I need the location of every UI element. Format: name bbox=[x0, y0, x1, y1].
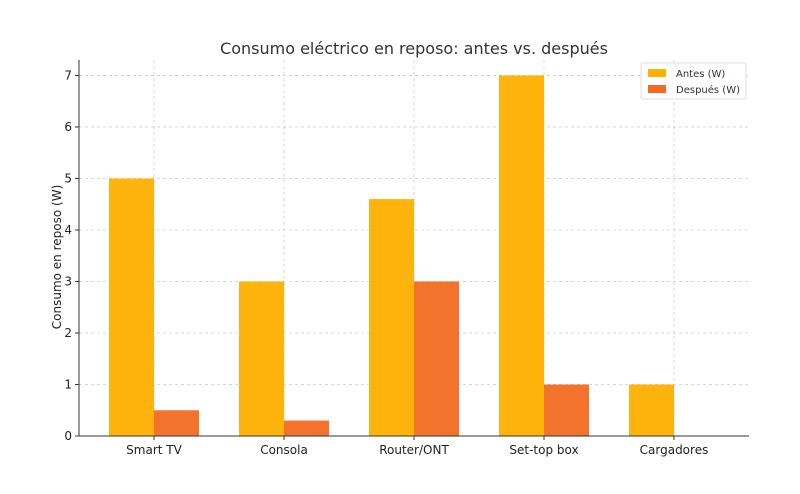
y-tick-label: 2 bbox=[64, 326, 72, 340]
legend-swatch-antes bbox=[648, 69, 666, 77]
bar-antes-2 bbox=[369, 199, 414, 436]
y-tick-label: 4 bbox=[64, 223, 72, 237]
chart-title: Consumo eléctrico en reposo: antes vs. d… bbox=[220, 39, 608, 58]
ticks: 0 1 2 3 4 5 6 7 Smart TV Consola Router/ONT Set-top… bbox=[64, 68, 708, 457]
y-tick-label: 0 bbox=[64, 429, 72, 443]
bar-antes-0 bbox=[109, 178, 154, 436]
bar-despues-1 bbox=[284, 420, 329, 436]
y-axis-label: Consumo en reposo (W) bbox=[50, 185, 64, 329]
y-tick-label: 7 bbox=[64, 68, 72, 82]
x-tick-label: Smart TV bbox=[126, 443, 182, 457]
bar-antes-1 bbox=[239, 281, 284, 436]
bars bbox=[109, 75, 674, 436]
legend: Antes (W) Después (W) bbox=[640, 62, 747, 100]
bar-despues-2 bbox=[414, 281, 459, 436]
y-tick-label: 6 bbox=[64, 120, 72, 134]
y-tick-label: 1 bbox=[64, 377, 72, 391]
bar-antes-3 bbox=[499, 75, 544, 436]
legend-label-antes: Antes (W) bbox=[676, 69, 725, 80]
legend-frame bbox=[640, 62, 747, 100]
bar-antes-4 bbox=[629, 384, 674, 436]
x-tick-label: Cargadores bbox=[640, 443, 709, 457]
y-tick-label: 3 bbox=[64, 274, 72, 288]
bar-despues-3 bbox=[544, 384, 589, 436]
legend-label-despues: Después (W) bbox=[676, 84, 740, 96]
x-tick-label: Set-top box bbox=[509, 443, 578, 457]
legend-swatch-despues bbox=[648, 85, 666, 93]
x-tick-label: Consola bbox=[260, 443, 308, 457]
y-tick-label: 5 bbox=[64, 171, 72, 185]
x-tick-label: Router/ONT bbox=[379, 443, 449, 457]
bar-despues-0 bbox=[154, 410, 199, 436]
